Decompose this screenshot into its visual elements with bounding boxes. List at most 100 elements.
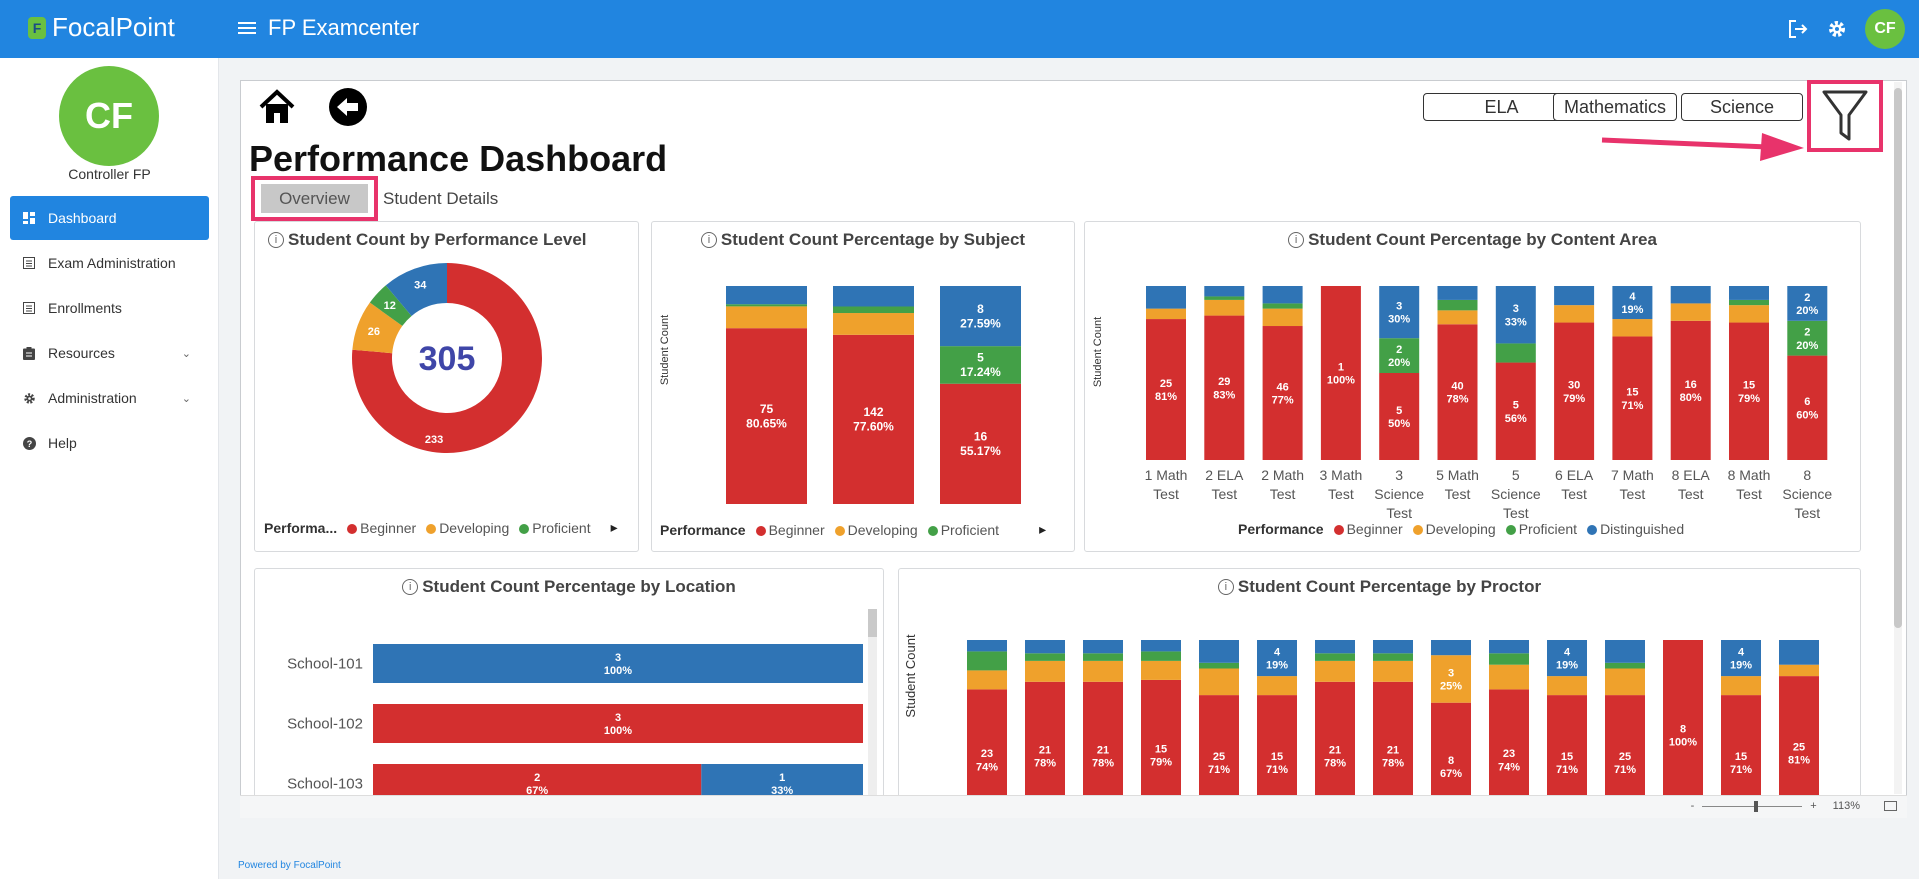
bar-segment (1025, 653, 1065, 661)
y-axis-label: Student Count (1092, 317, 1104, 387)
x-tick-label: Test (1445, 486, 1471, 502)
legend-item: Proficient (519, 520, 591, 536)
bar-segment (1379, 286, 1420, 339)
bar-segment (1779, 640, 1819, 665)
slice-label: 233 (425, 434, 443, 446)
bar-segment (967, 651, 1007, 671)
slice-label: 12 (384, 300, 396, 312)
info-icon[interactable]: i (268, 232, 284, 248)
bar-segment (833, 313, 914, 335)
info-icon[interactable]: i (1288, 232, 1305, 248)
info-icon[interactable]: i (1217, 579, 1234, 595)
bar-segment (1204, 296, 1245, 300)
data-label: 2 20% (1796, 292, 1818, 317)
bar-segment (1146, 286, 1186, 309)
zoom-slider[interactable] (1702, 800, 1803, 812)
sidebar-item-resources[interactable]: Resources ⌄ (10, 331, 209, 375)
data-label: 5 56% (1505, 400, 1527, 425)
chevron-down-icon[interactable]: ⌄ (181, 392, 191, 405)
sidebar-item-enrollments[interactable]: Enrollments (10, 286, 209, 330)
help-icon: ? (22, 436, 36, 450)
bar-segment (1083, 681, 1123, 797)
bar-segment (1262, 326, 1303, 460)
subject-button-mathematics[interactable]: Mathematics (1553, 93, 1677, 121)
report-status-bar: - + 113% (240, 795, 1907, 818)
data-label: 25 81% (1788, 741, 1810, 766)
legend-item: Developing (834, 522, 918, 538)
x-tick-label: Mathematics (834, 511, 913, 512)
bar-segment (1141, 651, 1181, 661)
logout-icon[interactable] (1787, 18, 1809, 40)
info-icon[interactable]: i (402, 579, 419, 595)
card-title: i Student Count Percentage by Content Are… (1085, 230, 1860, 250)
subject-button-science[interactable]: Science (1681, 93, 1803, 121)
tab-overview[interactable]: Overview (251, 176, 378, 221)
list-icon (22, 301, 36, 315)
card-title: i Student Count Percentage by Subject (652, 230, 1074, 250)
sidebar-item-label: Dashboard (48, 210, 117, 226)
back-arrow-icon[interactable] (328, 87, 368, 127)
info-icon[interactable]: i (700, 232, 717, 248)
card-location: i Student Count Percentage by Location Sc… (254, 568, 884, 798)
hamburger-menu-icon[interactable] (238, 19, 256, 37)
bar-segment (1779, 664, 1819, 677)
data-label: 142 77.60% (853, 405, 894, 433)
bar-segment (1437, 286, 1478, 300)
bar-segment (373, 764, 702, 797)
sidebar-item-administration[interactable]: Administration ⌄ (10, 376, 209, 420)
scrollbar[interactable] (868, 609, 877, 797)
bar-segment (1204, 286, 1245, 297)
tab-student-details[interactable]: Student Details (383, 189, 499, 208)
sidebar-item-help[interactable]: ? Help (10, 421, 209, 465)
legend-scroll-right-icon[interactable]: ▸ (610, 519, 618, 535)
bar-segment (701, 764, 863, 797)
sidebar-item-label: Enrollments (48, 300, 122, 316)
bar-segment (726, 286, 807, 305)
y-axis-label: Student Count (659, 315, 671, 385)
data-label: 29 83% (1213, 376, 1235, 401)
fit-page-icon[interactable] (1884, 801, 1897, 811)
chevron-down-icon[interactable]: ⌄ (181, 347, 191, 360)
bar-segment (1262, 308, 1303, 327)
footer-powered-by[interactable]: Powered by FocalPoint (238, 860, 341, 871)
bar-segment (1787, 355, 1828, 460)
data-label: 1 33% (771, 772, 793, 797)
bar-segment (1141, 679, 1181, 797)
data-label: 3 100% (604, 712, 632, 737)
user-avatar[interactable]: CF (1865, 9, 1905, 49)
bar-segment (1431, 655, 1471, 703)
app-title: FP Examcenter (268, 15, 420, 40)
data-label: 21 78% (1324, 744, 1346, 769)
x-tick-label: 3 Math (1319, 467, 1362, 483)
legend-scroll-right-icon[interactable]: ▸ (1039, 521, 1047, 537)
bar-segment (1605, 640, 1645, 663)
bar-segment (1199, 668, 1239, 696)
card-content-area: i Student Count Percentage by Content Are… (1084, 221, 1861, 552)
sidebar-item-dashboard[interactable]: Dashboard (10, 196, 209, 240)
y-tick-label: School-102 (287, 716, 363, 733)
app-logo[interactable]: F FocalPoint (28, 12, 175, 43)
data-label: 25 71% (1208, 751, 1230, 776)
card-proctor: i Student Count Percentage by Proctor Stu… (898, 568, 1861, 798)
x-tick-label: Test (1211, 486, 1237, 502)
sidebar-item-exam-administration[interactable]: Exam Administration (10, 241, 209, 285)
x-tick-label: Science (1782, 486, 1832, 502)
zoom-in-button[interactable]: + (1810, 800, 1817, 812)
x-tick-label: ELA (753, 511, 780, 512)
data-label: 8 67% (1440, 755, 1462, 780)
bar-segment (726, 306, 807, 329)
tab-label: Overview (261, 184, 368, 213)
bar-segment (1495, 362, 1536, 460)
bar-segment (1554, 322, 1595, 460)
filter-button[interactable] (1807, 80, 1883, 152)
home-icon[interactable] (256, 88, 298, 126)
donut-chart: 233 26 12 34 305 (352, 263, 542, 453)
bar-segment (1437, 310, 1478, 325)
bar-segment (1315, 640, 1355, 654)
gear-icon[interactable] (1827, 19, 1847, 39)
sidebar-item-label: Help (48, 435, 77, 451)
data-label: 5 17.24% (960, 351, 1001, 379)
zoom-out-button[interactable]: - (1690, 800, 1695, 812)
report-scrollbar[interactable] (1894, 82, 1902, 794)
bar-segment (1729, 322, 1769, 460)
